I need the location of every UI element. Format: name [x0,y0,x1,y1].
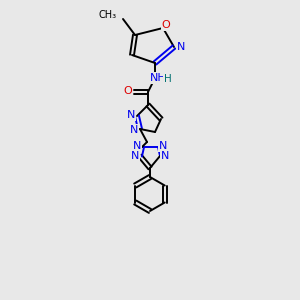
Text: H: H [164,74,172,84]
Text: N: N [133,141,141,151]
Text: N: N [127,110,135,120]
Text: N: N [177,42,185,52]
Text: O: O [124,86,132,96]
Text: O: O [162,20,170,30]
Text: NH: NH [150,73,166,83]
Text: CH₃: CH₃ [99,10,117,20]
Text: N: N [159,141,167,151]
Text: N: N [131,151,139,161]
Text: N: N [161,151,169,161]
Text: N: N [130,125,138,135]
